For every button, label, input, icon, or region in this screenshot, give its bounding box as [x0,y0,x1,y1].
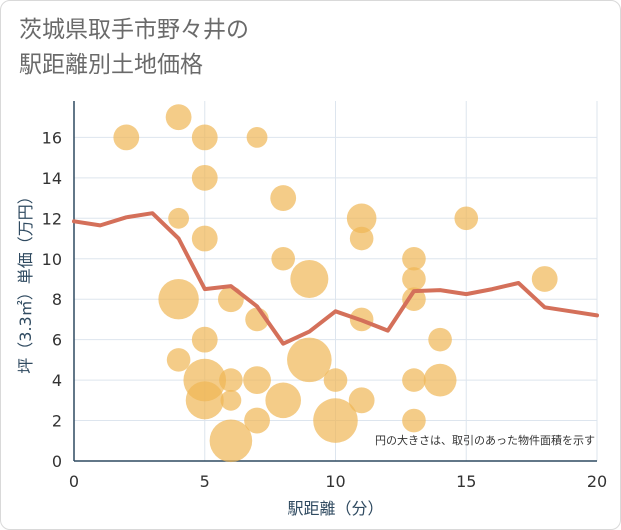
data-bubble [346,203,377,234]
y-tick-label: 14 [42,169,62,188]
data-bubble [265,382,302,419]
data-bubble [423,363,457,397]
data-bubble [454,206,479,231]
y-tick-label: 8 [52,290,62,309]
y-tick-label: 6 [52,331,62,350]
data-bubble [243,366,271,395]
data-bubble [349,226,374,251]
x-tick-label: 15 [456,472,476,491]
data-bubble [165,104,192,131]
data-bubble [271,246,296,271]
x-tick-label: 20 [587,472,607,491]
y-tick-label: 2 [52,412,62,431]
x-tick-label: 10 [325,472,345,491]
chart-title-line-2: 駅距離別土地価格 [19,52,203,78]
data-bubble [290,259,329,298]
data-bubble [428,327,452,352]
data-bubble [191,164,218,191]
y-tick-label: 4 [52,371,62,390]
data-bubble [270,185,297,211]
y-axis-title: 坪（3.3㎡）単価（万円） [16,188,35,373]
data-bubble [531,266,558,292]
data-bubble [218,286,244,313]
data-bubble [185,381,224,420]
data-bubble [219,368,243,392]
data-bubble [402,287,426,312]
average-price-line [72,211,599,346]
data-bubble [220,389,242,411]
y-tick-label: 12 [42,209,62,228]
data-bubble [402,408,426,433]
chart-title: 茨城県取手市野々井の 駅距離別土地価格 [19,13,249,83]
data-bubble [246,127,268,148]
x-axis-title: 駅距離（分） [287,499,383,518]
data-bubble [113,124,140,151]
data-bubble [166,348,191,372]
bubble-size-note: 円の大きさは、取引のあった物件面積を示す [375,433,595,447]
data-bubble [209,419,253,463]
data-bubble [348,387,375,414]
y-tick-label: 16 [42,128,62,147]
x-tick-label: 0 [69,472,79,491]
chart-title-line-1: 茨城県取手市野々井の [19,17,249,43]
bubble-group [113,104,558,463]
data-bubble [402,246,426,271]
data-bubble [287,337,332,383]
x-tick-label: 5 [200,472,210,491]
data-bubble [402,267,426,291]
data-bubble [191,326,218,353]
data-bubble [191,225,218,252]
data-bubble [313,398,358,443]
data-bubble [191,124,218,151]
data-bubble [168,207,190,229]
data-bubble [244,407,270,434]
y-tick-label: 0 [52,452,62,471]
y-tick-label: 10 [42,250,62,269]
data-bubble [158,279,199,320]
data-bubble [323,368,348,392]
data-bubble [402,368,426,392]
